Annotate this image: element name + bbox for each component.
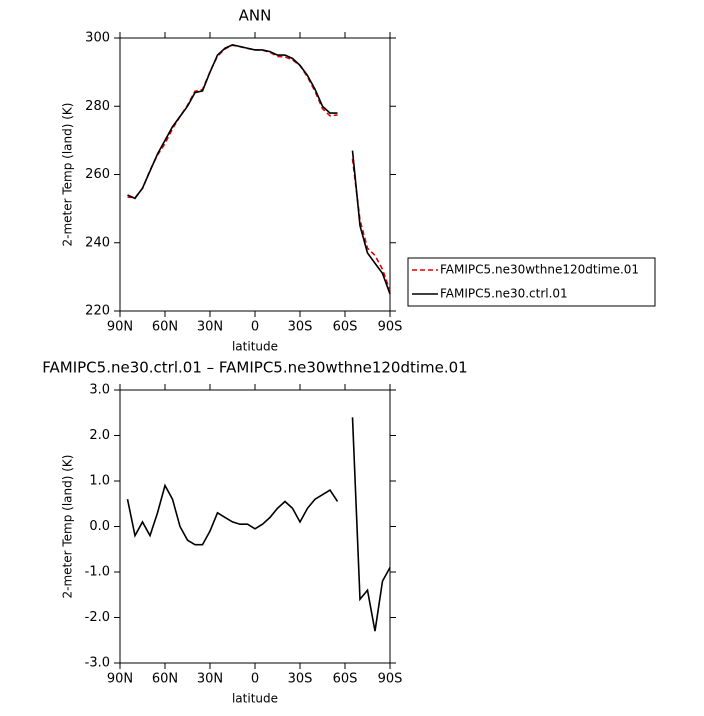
chart-title: FAMIPC5.ne30.ctrl.01 – FAMIPC5.ne30wthne…	[42, 359, 467, 377]
y-tick-label: 1.0	[89, 474, 110, 489]
y-tick-label: 260	[85, 167, 110, 182]
x-tick-label: 30N	[197, 320, 223, 335]
x-tick-label: 60S	[333, 672, 358, 687]
x-tick-label: 60N	[152, 320, 178, 335]
y-tick-label: 2.0	[89, 428, 110, 443]
plot-frame	[119, 37, 391, 312]
y-tick-label: 300	[85, 31, 110, 46]
x-axis-label: latitude	[232, 692, 278, 706]
x-tick-label: 90N	[107, 320, 133, 335]
x-tick-label: 60N	[152, 672, 178, 687]
legend-label: FAMIPC5.ne30wthne120dtime.01	[440, 263, 639, 277]
x-tick-label: 0	[251, 320, 259, 335]
legend-label: FAMIPC5.ne30.ctrl.01	[440, 287, 568, 301]
x-tick-label: 0	[251, 672, 259, 687]
data-line	[126, 417, 391, 632]
plot-frame	[119, 389, 391, 664]
y-tick-label: 3.0	[89, 383, 110, 398]
y-tick-label: -3.0	[85, 656, 110, 671]
y-tick-label: 0.0	[89, 519, 110, 534]
y-tick-label: -2.0	[85, 610, 110, 625]
y-tick-label: 280	[85, 99, 110, 114]
x-tick-label: 90N	[107, 672, 133, 687]
data-line	[127, 44, 391, 292]
y-tick-label: 220	[85, 304, 110, 319]
y-axis-label: 2-meter Temp (land) (K)	[61, 455, 75, 599]
legend-box	[407, 257, 656, 307]
x-axis-label: latitude	[232, 340, 278, 354]
y-axis-label: 2-meter Temp (land) (K)	[61, 103, 75, 247]
x-tick-label: 90S	[378, 320, 403, 335]
data-line	[127, 43, 391, 295]
chart-title: ANN	[239, 7, 272, 25]
x-tick-label: 30S	[288, 672, 313, 687]
y-tick-label: 240	[85, 235, 110, 250]
x-tick-label: 90S	[378, 672, 403, 687]
x-tick-label: 60S	[333, 320, 358, 335]
y-tick-label: -1.0	[85, 565, 110, 580]
x-tick-label: 30N	[197, 672, 223, 687]
x-tick-label: 30S	[288, 320, 313, 335]
